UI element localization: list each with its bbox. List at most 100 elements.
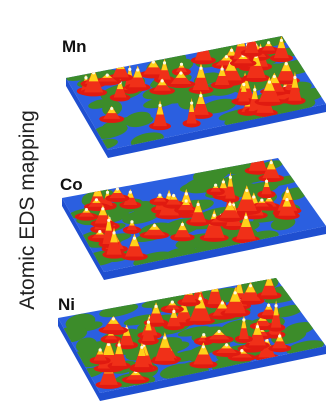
peak-top [93, 183, 102, 196]
peak-tip [130, 220, 133, 223]
peak-tip [95, 198, 98, 201]
peak-tip [242, 318, 245, 321]
peak-tip [187, 287, 190, 290]
peak-tip [106, 191, 109, 194]
peak-tip [256, 146, 259, 149]
panels [55, 28, 326, 401]
peak-tip [161, 79, 164, 82]
peak [245, 28, 259, 53]
peak-tip [158, 104, 161, 107]
peak-tip [234, 291, 237, 294]
peak-tip [199, 297, 202, 300]
peak-tip [185, 199, 188, 202]
peak-tip [225, 55, 228, 58]
peak-tip [285, 62, 288, 65]
peak-tip [85, 208, 88, 211]
peak-tip [163, 336, 166, 339]
peak-top [211, 277, 218, 292]
peak-tip [213, 214, 216, 217]
peak-tip [278, 334, 281, 337]
peak-tip [280, 39, 283, 42]
peak-tip [185, 192, 188, 195]
peak-tip [119, 61, 122, 64]
peak-tip [202, 345, 205, 348]
peak-tip [218, 330, 221, 333]
peak-top [237, 31, 245, 47]
peak-tip [228, 203, 231, 206]
peak-tip [240, 35, 243, 38]
peak-tip [286, 190, 289, 193]
peak-tip [249, 284, 252, 287]
peak-tip [293, 76, 296, 79]
peak-tip [244, 216, 247, 219]
peak-tip [154, 305, 157, 308]
peak [249, 142, 267, 171]
peak-tip [268, 80, 271, 83]
peak-tip [202, 38, 205, 41]
peak-tip [197, 203, 200, 206]
peak-tip [197, 284, 200, 287]
peak-tip [179, 72, 182, 75]
peak-tip [116, 187, 119, 190]
peak-tip [221, 67, 224, 70]
surface [68, 142, 309, 271]
peak-tip [96, 186, 99, 189]
peak-tip [167, 193, 170, 196]
peak-tip [260, 198, 263, 201]
peak-top [195, 281, 202, 292]
peak-tip [92, 71, 95, 74]
peak-tip [240, 349, 243, 352]
peak-tip [274, 304, 277, 307]
peak-tip [152, 60, 155, 63]
peak-top [116, 59, 124, 69]
peak-top [253, 142, 262, 158]
peak-tip [107, 343, 110, 346]
panel-label: Co [60, 175, 83, 194]
peak-tip [147, 321, 150, 324]
peak-tip [214, 184, 217, 187]
peak-tip [163, 61, 166, 64]
peak-tip [106, 74, 109, 77]
peak-tip [213, 280, 216, 283]
peak-tip [180, 63, 183, 66]
peak-tip [221, 301, 224, 304]
peak-tip [230, 49, 233, 52]
peak-tip [128, 68, 131, 71]
peak-tip [252, 195, 255, 198]
peak-tip [171, 301, 174, 304]
peak-top [248, 28, 255, 42]
peak-tip [267, 41, 270, 44]
peak-top [199, 35, 208, 49]
peak-tip [222, 180, 225, 183]
axis-label: Atomic EDS mapping [16, 110, 39, 310]
peak-tip [118, 343, 121, 346]
peak-tip [190, 101, 193, 104]
peak-tip [242, 83, 245, 86]
peak-tip [172, 310, 175, 313]
peak-tip [172, 194, 175, 197]
peak-tip [158, 194, 161, 197]
peak-tip [112, 231, 115, 234]
peak-tip [98, 230, 101, 233]
peak-tip [253, 88, 256, 91]
peak-top [185, 286, 193, 295]
peak-tip [84, 76, 87, 79]
peak-tip [256, 325, 259, 328]
peak-tip [285, 198, 288, 201]
panel-label: Ni [58, 295, 75, 314]
peak-tip [136, 68, 139, 71]
peak-tip [101, 207, 104, 210]
peak-tip [202, 333, 205, 336]
peak-tip [140, 346, 143, 349]
peak-tip [99, 348, 102, 351]
peak-tip [268, 277, 271, 280]
peak-tip [273, 75, 276, 78]
peak-tip [229, 176, 232, 179]
peak-tip [112, 317, 115, 320]
peak-tip [107, 219, 110, 222]
peak-tip [267, 304, 270, 307]
peak-tip [245, 189, 248, 192]
figure: Atomic EDS mapping Mn Co Ni [0, 0, 326, 419]
peak-tip [225, 343, 228, 346]
peak-tip [199, 94, 202, 97]
